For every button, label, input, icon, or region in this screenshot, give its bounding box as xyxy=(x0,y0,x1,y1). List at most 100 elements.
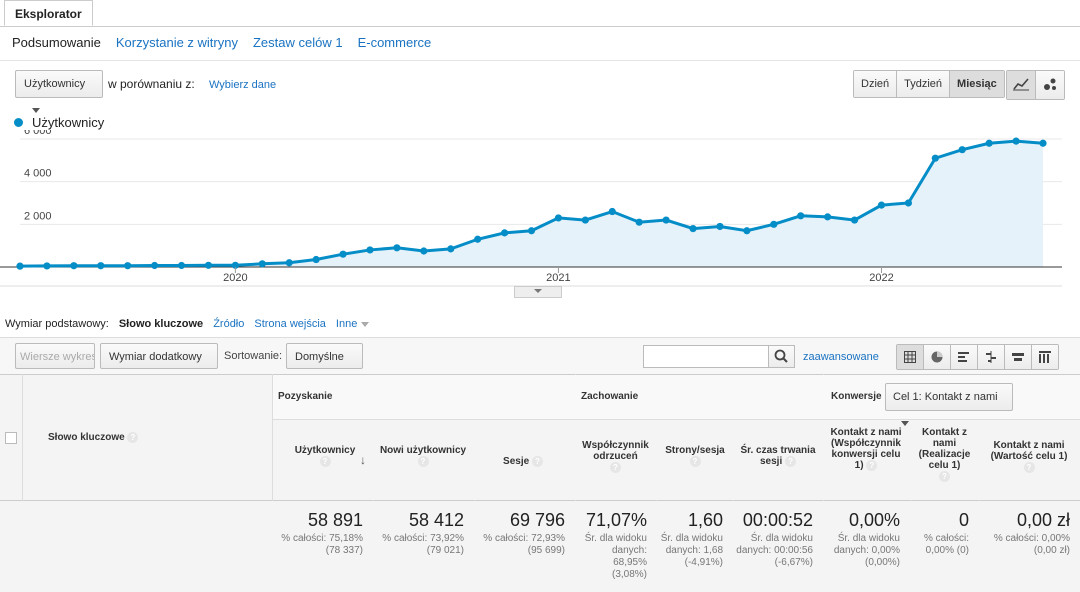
subnav-summary[interactable]: Podsumowanie xyxy=(12,35,101,50)
subnav-ecommerce[interactable]: E-commerce xyxy=(357,35,432,50)
dimension-landing-page[interactable]: Strona wejścia xyxy=(254,318,326,330)
period-day[interactable]: Dzień xyxy=(854,71,898,97)
period-month[interactable]: Miesiąc xyxy=(950,71,1004,97)
table-search-input[interactable] xyxy=(643,345,769,368)
col-bounce-rate[interactable]: Współczynnik odrzuceń? xyxy=(582,440,649,473)
data-point[interactable] xyxy=(474,235,482,243)
dim-header-keyword[interactable]: Słowo kluczowe ? xyxy=(48,432,139,443)
data-point[interactable] xyxy=(312,255,320,264)
help-icon[interactable]: ? xyxy=(127,432,139,443)
data-point[interactable] xyxy=(554,214,563,222)
report-subnav: Podsumowanie Korzystanie z witryny Zesta… xyxy=(12,35,431,50)
help-icon[interactable]: ? xyxy=(939,471,950,482)
data-point[interactable] xyxy=(124,262,132,270)
search-icon[interactable] xyxy=(768,345,795,368)
data-point[interactable] xyxy=(151,261,159,270)
data-point[interactable] xyxy=(447,245,455,253)
col-goal-completions[interactable]: Kontakt z nami (Realizacje celu 1)? xyxy=(918,427,971,482)
data-point[interactable] xyxy=(204,261,213,269)
advanced-filter-link[interactable]: zaawansowane xyxy=(803,351,879,363)
col-sessions[interactable]: Sesje ? xyxy=(478,456,568,467)
period-week[interactable]: Tydzień xyxy=(897,71,951,97)
data-point[interactable] xyxy=(635,218,643,226)
help-icon[interactable]: ? xyxy=(866,460,878,471)
data-point[interactable] xyxy=(958,146,966,154)
col-pages-session[interactable]: Strony/sesja? xyxy=(665,445,725,467)
col-users[interactable]: Użytkownicy? xyxy=(294,445,356,467)
secondary-dimension-select[interactable]: Wymiar dodatkowy xyxy=(100,343,218,386)
help-icon[interactable]: ? xyxy=(531,456,543,467)
totals-sub-ref: (79 021) xyxy=(426,545,464,556)
col-goal-value[interactable]: Kontakt z nami (Wartość celu 1)? xyxy=(990,440,1068,473)
data-point[interactable] xyxy=(285,259,293,267)
col-goal-conv-rate[interactable]: Kontakt z nami (Współczynnik konwersji c… xyxy=(830,427,902,472)
totals-sub: Śr. dla widoku danych: 68,95% xyxy=(584,533,647,568)
help-icon[interactable]: ? xyxy=(785,456,797,467)
pivot-icon[interactable] xyxy=(1032,345,1058,369)
data-point[interactable] xyxy=(877,201,886,209)
data-point[interactable] xyxy=(420,247,428,255)
totals-value: 0,00% xyxy=(848,510,900,530)
data-point[interactable] xyxy=(824,213,832,221)
dimension-other[interactable]: Inne xyxy=(336,318,370,330)
data-table-icon[interactable] xyxy=(897,345,924,369)
period-toggle: Dzień Tydzień Miesiąc xyxy=(853,70,1005,98)
subnav-site-usage[interactable]: Korzystanie z witryny xyxy=(115,35,238,50)
chevron-down-icon xyxy=(901,420,909,426)
help-icon[interactable]: ? xyxy=(689,456,701,467)
data-point[interactable] xyxy=(931,154,939,162)
data-point[interactable] xyxy=(850,216,859,224)
totals-cell: 0,00 zł % całości: 0,00% (0,00 zł) xyxy=(980,510,1070,557)
data-point[interactable] xyxy=(904,199,912,207)
series-area xyxy=(20,141,1043,267)
data-point[interactable] xyxy=(581,216,589,224)
subnav-goal-set-1[interactable]: Zestaw celów 1 xyxy=(252,35,343,50)
col-avg-duration[interactable]: Śr. czas trwania sesji ? xyxy=(740,445,816,468)
goal-select[interactable]: Cel 1: Kontakt z nami xyxy=(885,383,1013,426)
data-point[interactable] xyxy=(177,261,186,270)
dimension-keyword[interactable]: Słowo kluczowe xyxy=(118,318,204,330)
line-chart-icon[interactable] xyxy=(1007,71,1036,99)
data-point[interactable] xyxy=(500,229,509,237)
select-all-checkbox[interactable] xyxy=(5,432,17,444)
data-point[interactable] xyxy=(231,261,239,269)
data-point[interactable] xyxy=(1039,139,1047,147)
data-point[interactable] xyxy=(339,250,347,258)
data-point[interactable] xyxy=(366,246,374,254)
comparison-icon[interactable] xyxy=(978,345,1005,369)
data-point[interactable] xyxy=(16,262,24,270)
help-icon[interactable]: ? xyxy=(1023,462,1035,473)
data-point[interactable] xyxy=(393,244,401,252)
data-point[interactable] xyxy=(689,225,697,233)
compare-select-link[interactable]: Wybierz dane xyxy=(209,79,277,91)
help-icon[interactable]: ? xyxy=(319,456,331,467)
data-point[interactable] xyxy=(258,260,266,268)
term-cloud-icon[interactable] xyxy=(1005,345,1032,369)
data-point[interactable] xyxy=(797,212,805,220)
chart-resize-handle[interactable] xyxy=(514,286,562,298)
table-view-toggle xyxy=(896,344,1059,370)
data-point[interactable] xyxy=(527,227,536,235)
metric-select[interactable]: Użytkownicy xyxy=(15,70,103,113)
pie-chart-icon[interactable] xyxy=(924,345,951,369)
bar-chart-icon[interactable] xyxy=(951,345,978,369)
data-point[interactable] xyxy=(743,227,751,235)
data-point[interactable] xyxy=(70,262,78,270)
col-new-users[interactable]: Nowi użytkownicy ? xyxy=(379,445,467,467)
plot-rows-button[interactable]: Wiersze wykresu xyxy=(15,343,95,369)
tab-explorer[interactable]: Eksplorator xyxy=(4,0,93,26)
data-point[interactable] xyxy=(985,139,993,147)
data-point[interactable] xyxy=(716,222,724,231)
dimension-source[interactable]: Źródło xyxy=(213,318,245,330)
data-point[interactable] xyxy=(43,262,51,270)
data-point[interactable] xyxy=(662,216,670,224)
help-icon[interactable]: ? xyxy=(610,462,621,473)
help-icon[interactable]: ? xyxy=(417,456,429,467)
x-tick-label: 2022 xyxy=(869,272,893,284)
data-point[interactable] xyxy=(770,220,778,228)
data-point[interactable] xyxy=(1012,137,1020,145)
data-point[interactable] xyxy=(608,207,616,216)
motion-chart-icon[interactable] xyxy=(1036,71,1064,99)
data-point[interactable] xyxy=(97,262,105,270)
sort-select[interactable]: Domyślne xyxy=(286,343,363,386)
